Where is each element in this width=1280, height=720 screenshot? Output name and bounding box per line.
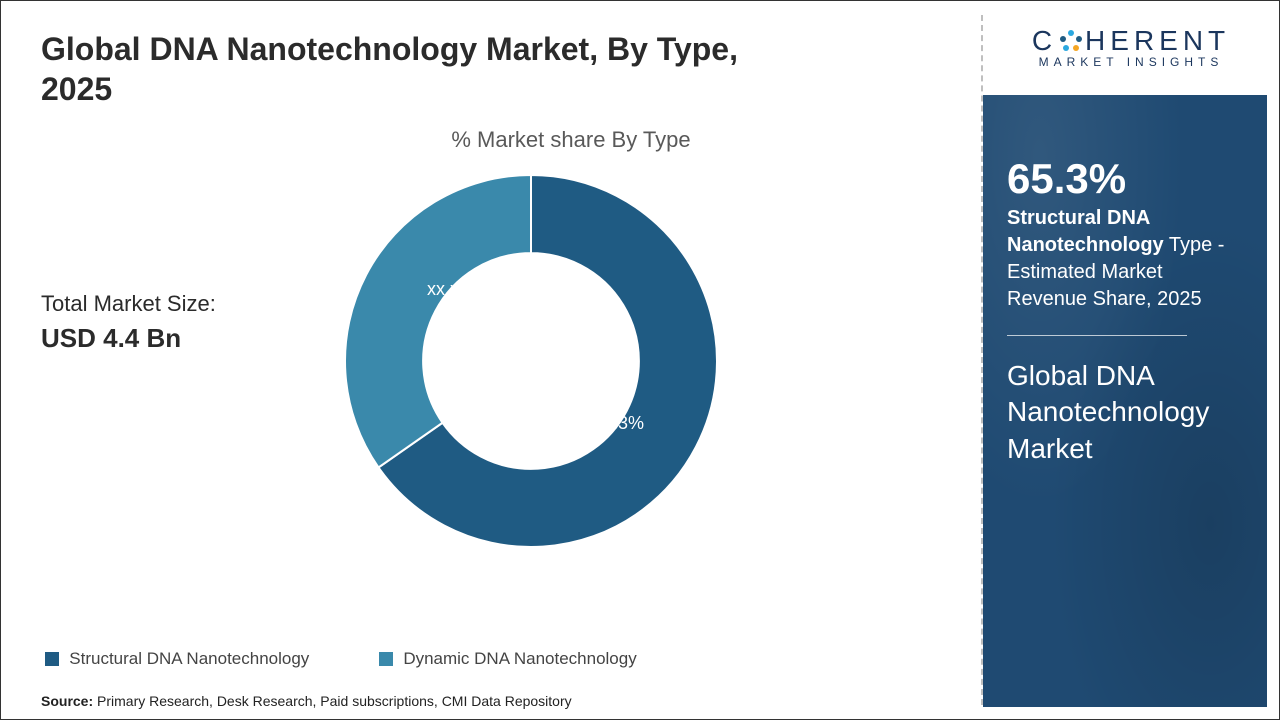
report-frame: Global DNA Nanotechnology Market, By Typ…: [0, 0, 1280, 720]
source-line: Source: Primary Research, Desk Research,…: [41, 693, 572, 709]
stat-bold-1: Structural DNA: [1007, 207, 1150, 229]
stat-panel: 65.3% Structural DNA Nanotechnology Type…: [983, 95, 1267, 707]
market-size-label: Total Market Size:: [41, 291, 216, 317]
legend-item-structural: Structural DNA Nanotechnology: [45, 649, 309, 669]
logo-line2: MARKET INSIGHTS: [1032, 55, 1230, 69]
donut-svg: [341, 171, 721, 551]
source-text: Primary Research, Desk Research, Paid su…: [93, 693, 572, 709]
stat-description: Nanotechnology Type - Estimated Market R…: [1007, 232, 1243, 313]
stat-segment-name: Structural DNA: [1007, 207, 1243, 230]
legend: Structural DNA Nanotechnology Dynamic DN…: [1, 649, 681, 669]
stat-bold-2: Nanotechnology: [1007, 234, 1164, 256]
legend-swatch: [379, 652, 393, 666]
legend-label: Structural DNA Nanotechnology: [69, 649, 309, 669]
legend-item-dynamic: Dynamic DNA Nanotechnology: [379, 649, 636, 669]
source-prefix: Source:: [41, 693, 93, 709]
panel-divider: [1007, 335, 1187, 336]
chart-subtitle: % Market share By Type: [201, 127, 941, 153]
stat-percent: 65.3%: [1007, 155, 1243, 203]
legend-label: Dynamic DNA Nanotechnology: [403, 649, 636, 669]
legend-swatch: [45, 652, 59, 666]
chart-area: Total Market Size: USD 4.4 Bn 65.3% xx.x…: [41, 171, 941, 591]
market-size-value: USD 4.4 Bn: [41, 323, 181, 354]
logo-post: HERENT: [1085, 25, 1230, 57]
main-area: Global DNA Nanotechnology Market, By Typ…: [1, 1, 981, 719]
logo-o-icon: [1059, 29, 1083, 53]
brand-logo: C HERENT MARKET INSIGHTS: [983, 1, 1279, 87]
side-column: C HERENT MARKET INSIGHTS 6: [983, 1, 1279, 719]
slice-label-dynamic: xx.x%: [427, 279, 475, 300]
donut-chart: 65.3% xx.x%: [341, 171, 721, 551]
slice-label-structural: 65.3%: [593, 413, 644, 434]
logo-line1: C HERENT: [1032, 25, 1230, 57]
panel-title: Global DNA Nanotechnology Market: [1007, 358, 1243, 467]
chart-title: Global DNA Nanotechnology Market, By Typ…: [41, 29, 761, 109]
logo-pre: C: [1032, 25, 1057, 57]
